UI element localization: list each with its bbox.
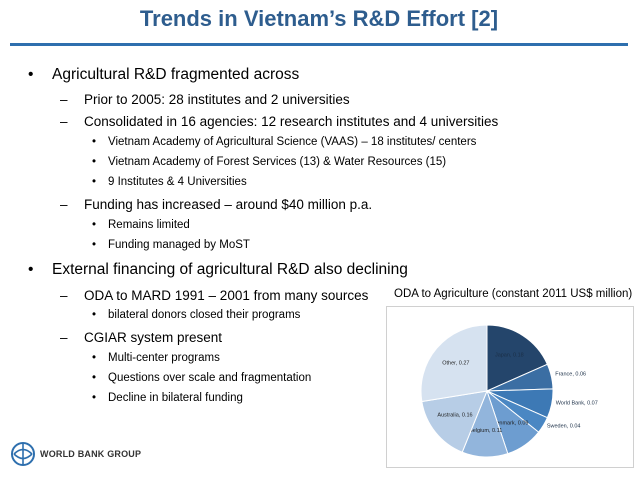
bullet-marker: – — [60, 330, 68, 345]
globe-icon — [11, 442, 35, 466]
pie-label-other: Other, 0.27 — [442, 360, 469, 366]
bullet-text: Decline in bilateral funding — [108, 392, 243, 404]
bullet-text: Agricultural R&D fragmented across — [52, 66, 300, 83]
bullet-text: Multi-center programs — [108, 352, 220, 364]
pie-label-sweden: Sweden, 0.04 — [547, 423, 581, 429]
slide-title: Trends in Vietnam’s R&D Effort [2] — [139, 6, 499, 31]
bullet-text: Consolidated in 16 agencies: 12 research… — [84, 114, 499, 129]
pie-label-denmark: Denmark, 0.09 — [492, 421, 528, 427]
bullet-text: Vietnam Academy of Forest Services (13) … — [108, 156, 447, 168]
bullet-marker: • — [92, 136, 97, 148]
pie-slice-other — [420, 324, 488, 403]
bullet-text: Funding managed by MoST — [108, 239, 250, 251]
bullet-marker: • — [92, 309, 97, 321]
chart-title: ODA to Agriculture (constant 2011 US$ mi… — [394, 288, 633, 300]
bullet-text: Remains limited — [108, 219, 190, 231]
pie-chart-frame: Japan, 0.18 France, 0.06 World Bank, 0.07 S… — [386, 306, 634, 468]
bullet-text: 9 Institutes & 4 Universities — [108, 176, 247, 188]
title-divider — [10, 43, 628, 46]
bullet-marker: • — [92, 156, 97, 168]
pie-chart: Japan, 0.18 France, 0.06 World Bank, 0.07 S… — [420, 324, 598, 458]
pie-label-japan: Japan, 0.18 — [495, 353, 524, 359]
world-bank-logo: WORLD BANK GROUP — [10, 441, 141, 467]
pie-label-australia: Australia, 0.16 — [437, 413, 472, 419]
pie-slice-australia — [421, 390, 488, 453]
bullet-text: ODA to MARD 1991 – 2001 from many source… — [84, 288, 369, 303]
bullet-marker: • — [92, 372, 97, 384]
bullet-marker: • — [92, 176, 97, 188]
bullet-marker: • — [92, 352, 97, 364]
bullet-text: Prior to 2005: 28 institutes and 2 unive… — [84, 92, 350, 107]
bullet-text: bilateral donors closed their programs — [108, 309, 301, 321]
pie-label-world-bank: World Bank, 0.07 — [556, 400, 598, 406]
pie-slice-japan — [486, 324, 549, 392]
bullet-marker: • — [28, 261, 34, 278]
bullet-marker: – — [60, 114, 68, 129]
bullet-marker: • — [92, 239, 97, 251]
bullet-marker: – — [60, 92, 68, 107]
bullet-text: Vietnam Academy of Agricultural Science … — [108, 136, 477, 148]
pie-label-belgium: Belgium, 0.11 — [469, 428, 502, 434]
pie-label-france: France, 0.06 — [555, 371, 586, 377]
logo-text: WORLD BANK GROUP — [40, 449, 142, 459]
bullet-marker: – — [60, 288, 68, 303]
bullet-text: External financing of agricultural R&D a… — [52, 261, 408, 278]
bullet-text: Questions over scale and fragmentation — [108, 372, 312, 384]
bullet-marker: – — [60, 197, 68, 212]
bullet-text: Funding has increased – around $40 milli… — [84, 197, 373, 212]
bullet-marker: • — [92, 392, 97, 404]
bullet-text: CGIAR system present — [84, 330, 223, 345]
bullet-marker: • — [92, 219, 97, 231]
bullet-marker: • — [28, 66, 34, 83]
